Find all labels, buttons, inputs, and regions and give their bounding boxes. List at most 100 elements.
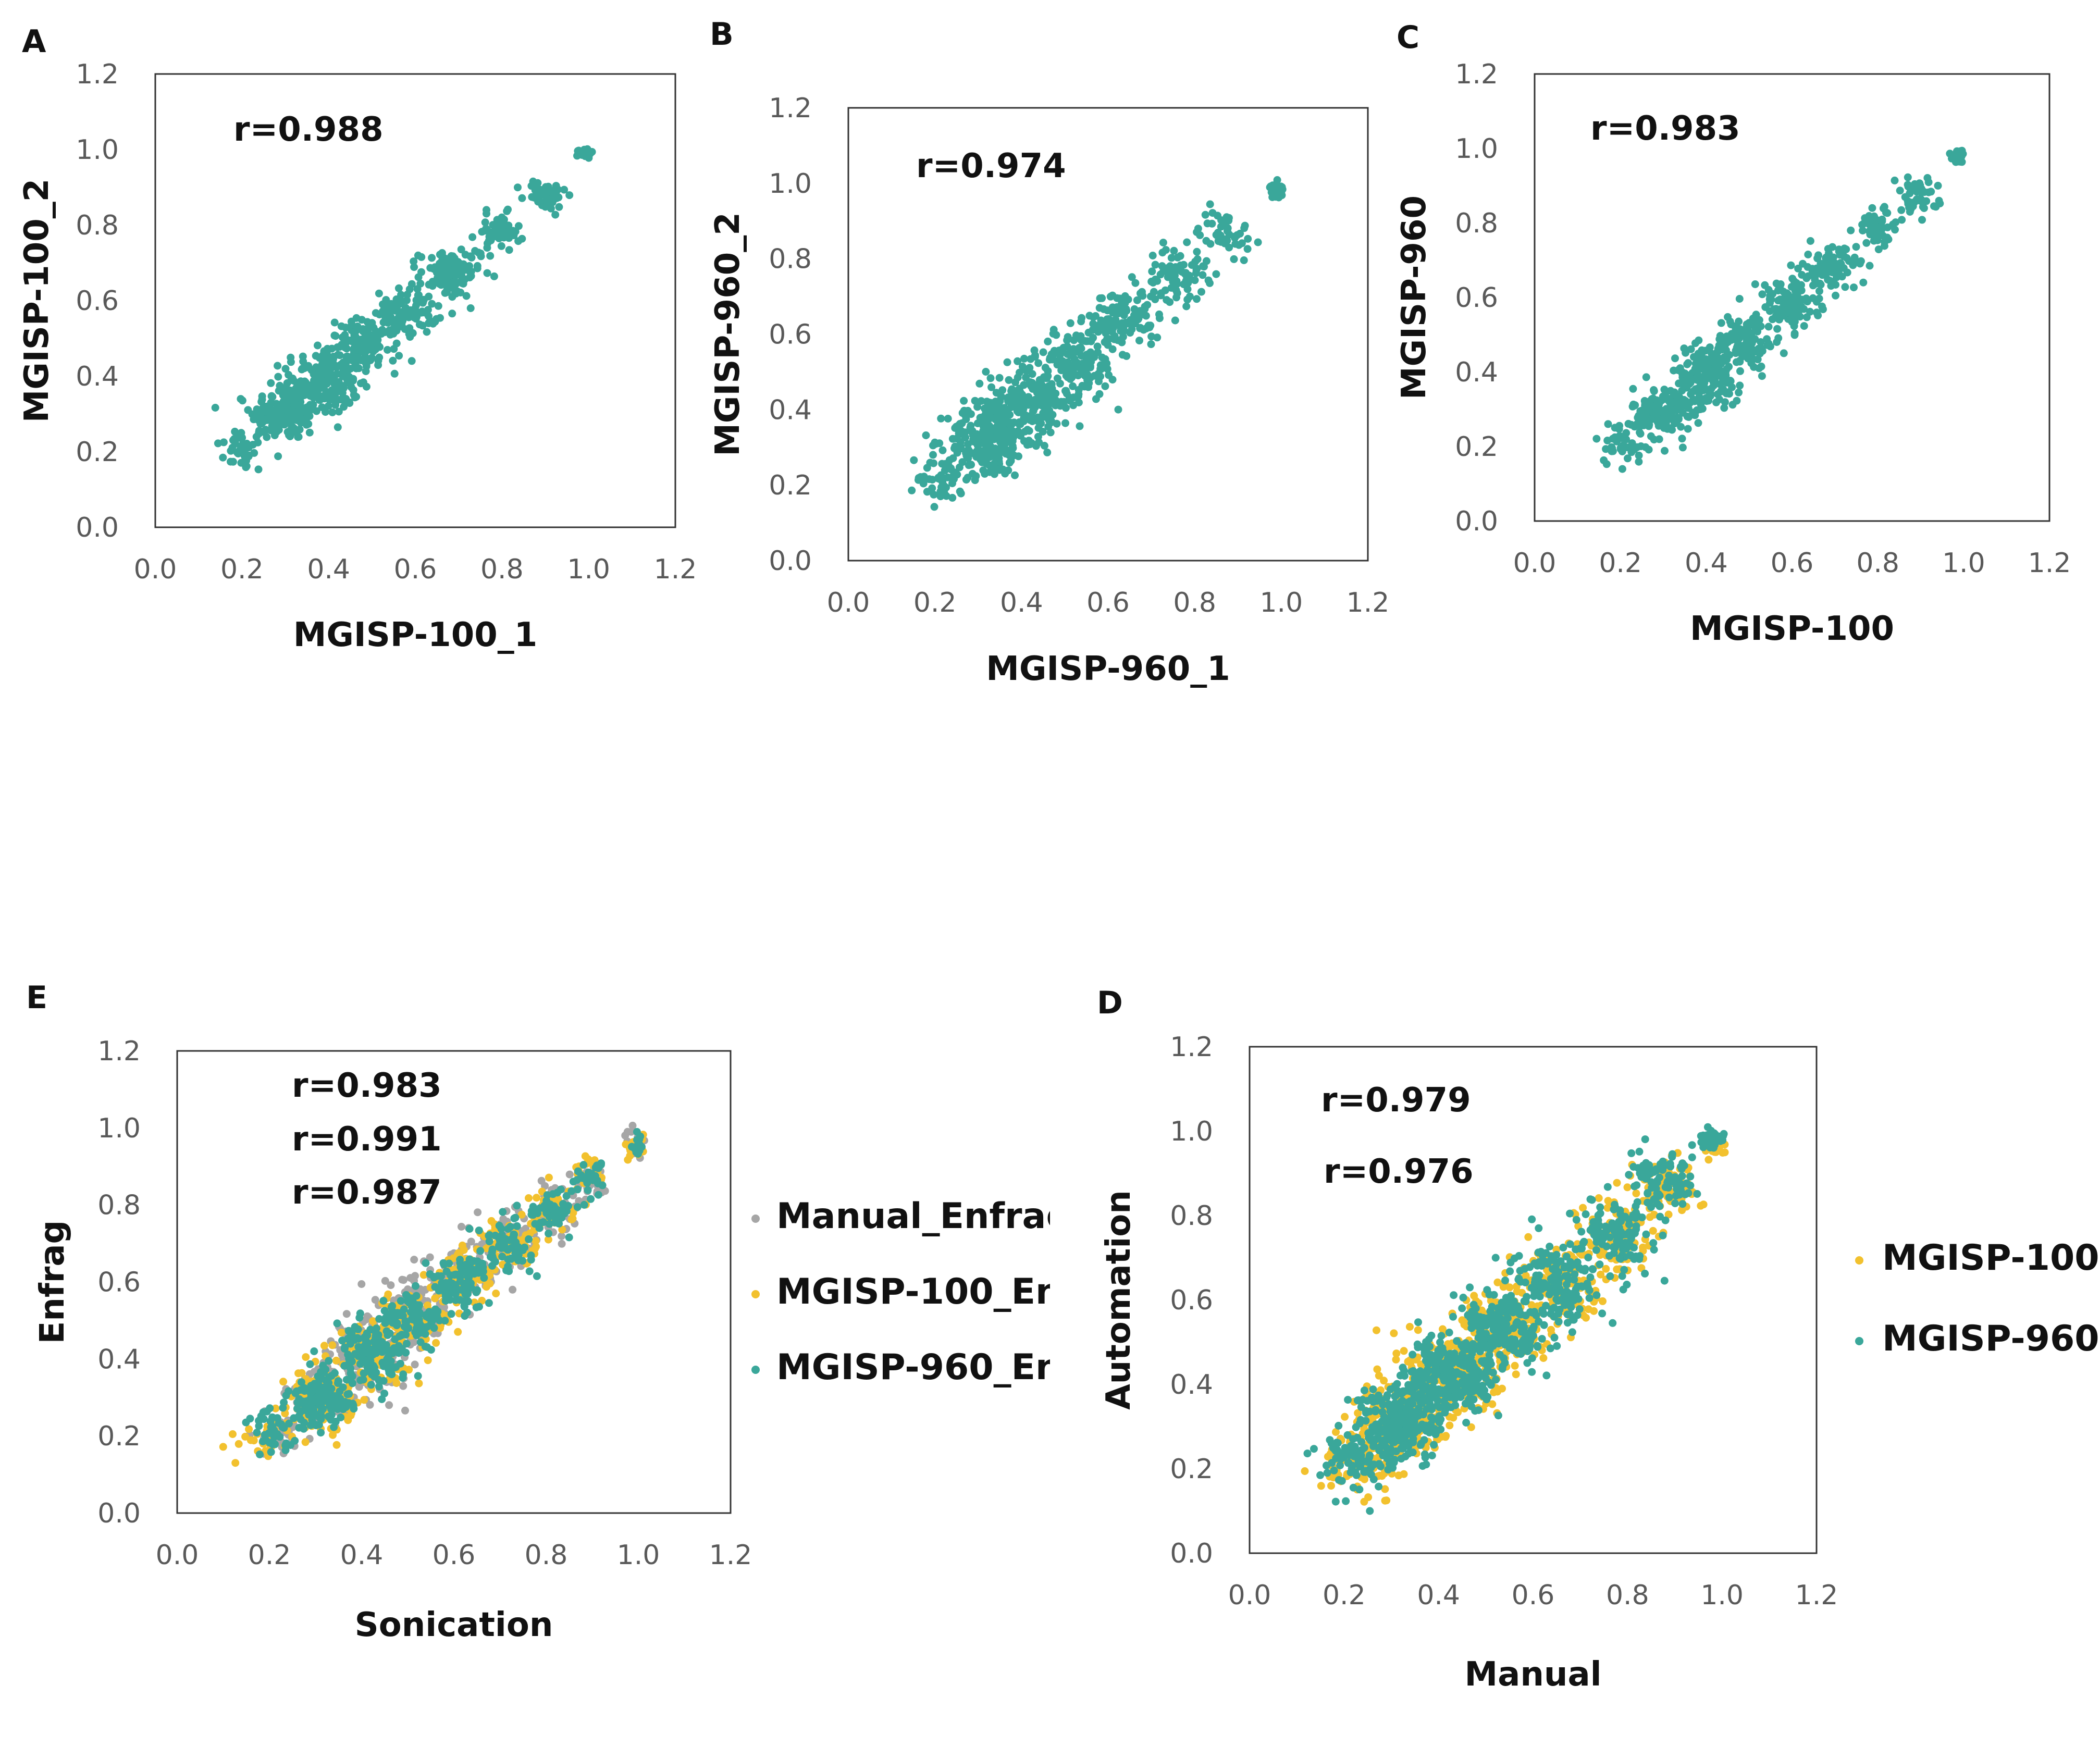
data-point [1636,428,1644,437]
data-point [402,1320,410,1328]
data-point [1758,290,1767,299]
data-point [1089,326,1097,334]
data-point [236,445,244,454]
data-point [953,449,961,457]
data-point [234,1440,243,1448]
data-point [1097,365,1105,374]
data-point [1094,348,1102,356]
data-point [357,316,366,324]
data-point [573,1176,581,1184]
data-point [417,268,425,276]
data-point [1364,1493,1373,1502]
data-point [227,447,235,455]
data-point [351,1323,359,1331]
data-point [441,289,449,297]
data-point [593,1176,601,1185]
data-point [1240,256,1248,264]
data-point [388,1370,396,1379]
data-point [1874,245,1883,254]
data-point [1735,295,1744,303]
data-point [403,1292,411,1300]
data-point [1066,375,1074,383]
data-point [527,1256,535,1264]
data-point [1170,246,1178,255]
data-point [1777,286,1785,294]
x-axis-label: MGISP-100 [1690,610,1894,648]
data-point [533,1194,541,1202]
data-point [1148,267,1156,276]
data-point [1117,327,1125,335]
data-point [458,279,466,287]
data-point [344,1416,352,1424]
data-point [386,309,394,317]
data-point [1843,268,1851,277]
data-point [342,395,350,403]
data-point [1026,416,1034,424]
data-point [949,454,957,462]
data-point [1225,243,1233,252]
data-point [392,339,401,348]
series-points [1592,146,1967,473]
data-point [971,397,979,405]
data-point [478,228,486,236]
data-point [964,440,972,448]
data-point [1837,260,1845,268]
data-point [418,307,426,316]
data-point [1665,425,1673,433]
data-point [301,415,310,423]
data-point [454,1249,463,1257]
data-point [1795,307,1803,315]
data-point [1197,288,1205,296]
data-point [512,1238,520,1246]
data-point [1454,1408,1462,1416]
data-point [1001,445,1009,453]
data-point [1015,418,1023,426]
data-point [422,1259,430,1267]
data-point [1935,196,1943,205]
data-point [285,370,293,379]
data-point [1673,397,1681,405]
data-point [930,459,937,467]
data-point [1763,341,1772,349]
data-point [1390,1329,1398,1337]
data-point [467,1279,475,1287]
data-point [636,1132,645,1141]
data-point [948,493,957,502]
data-point [1044,367,1052,375]
data-point [383,1310,391,1318]
y-tick-label: 0.2 [97,1421,141,1452]
data-point [1118,319,1127,327]
data-point [342,1376,351,1384]
data-point [1041,413,1049,421]
data-point [1238,239,1246,247]
data-point [1231,240,1240,248]
data-point [439,261,448,269]
data-point [359,378,367,387]
data-point [246,1436,255,1444]
data-point [329,353,338,361]
data-point [1087,357,1095,366]
data-point [431,1294,439,1303]
data-point [1061,419,1069,427]
data-point [367,345,376,354]
data-point [282,384,290,392]
data-point [412,1292,421,1300]
data-point [995,435,1003,443]
data-point [255,1422,263,1430]
data-point [474,1257,481,1266]
data-point [1829,280,1837,289]
data-point [287,358,295,366]
legend-marker [751,1290,760,1298]
data-point [1678,443,1687,452]
data-point [1105,320,1113,328]
data-point [1069,393,1078,402]
data-point [504,1262,512,1271]
correlation-annotation: r=0.983 [1590,109,1740,148]
data-point [1039,428,1047,436]
data-point [1787,283,1796,291]
data-point [1139,292,1147,300]
data-point [1798,271,1806,279]
data-point [339,1405,347,1414]
data-point [454,1328,462,1336]
data-point [591,1163,600,1172]
